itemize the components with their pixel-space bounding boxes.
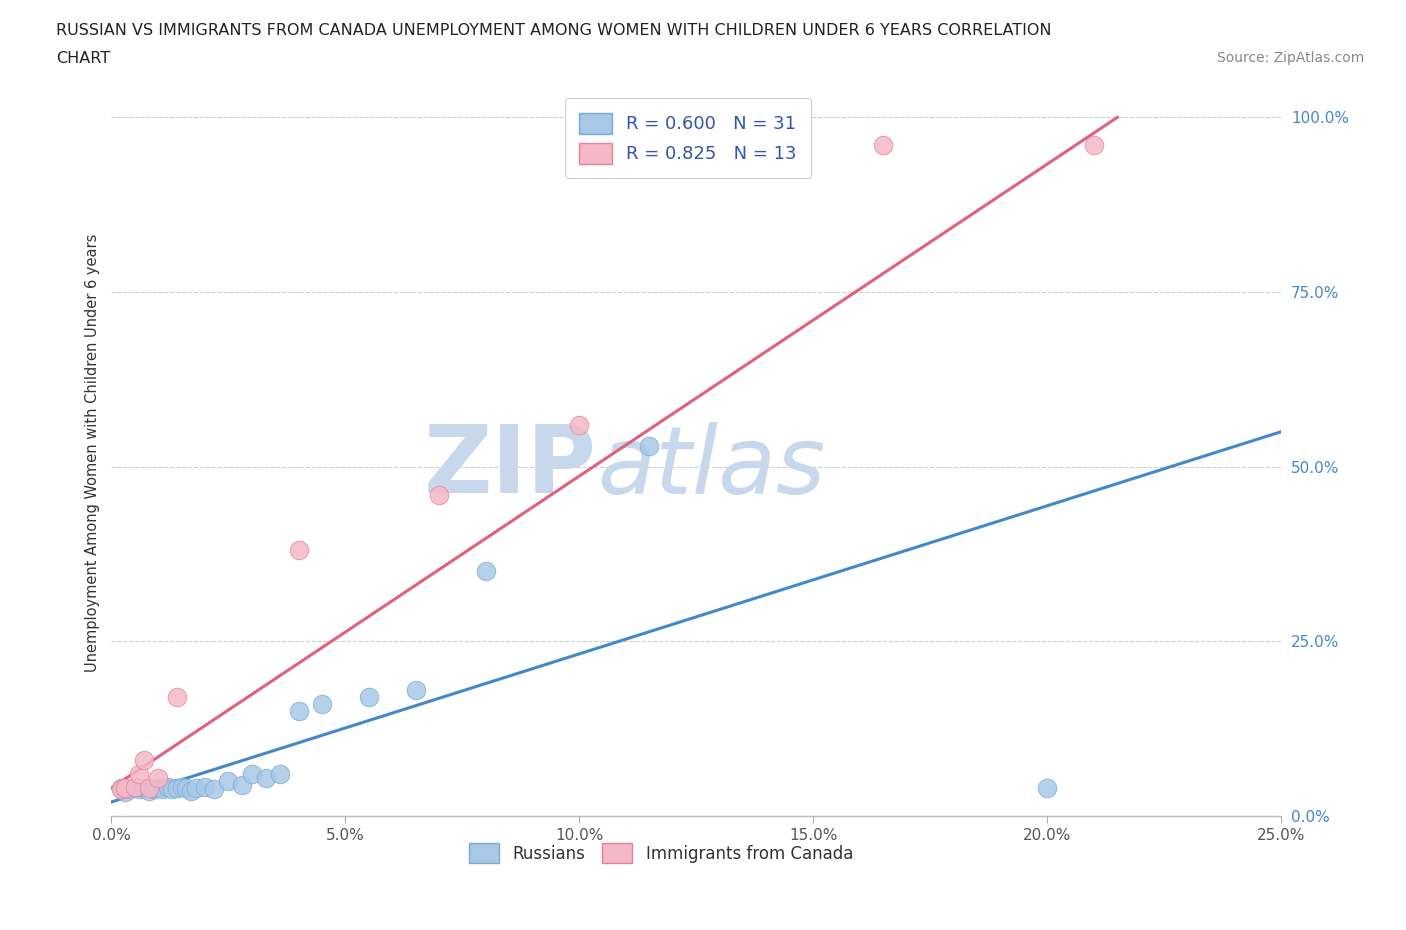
Point <box>124 779 146 794</box>
Point <box>269 766 291 781</box>
Point <box>138 780 160 795</box>
Point <box>474 564 496 578</box>
Point <box>184 780 207 795</box>
Point <box>128 766 150 781</box>
Point <box>138 783 160 798</box>
Point <box>1083 138 1105 153</box>
Point <box>114 784 136 799</box>
Point <box>114 780 136 795</box>
Point <box>166 690 188 705</box>
Point <box>1036 780 1059 795</box>
Point <box>128 782 150 797</box>
Point <box>231 777 253 792</box>
Point <box>170 779 193 794</box>
Point <box>217 774 239 789</box>
Point <box>152 782 174 797</box>
Point <box>120 782 142 797</box>
Point <box>174 780 197 795</box>
Point <box>110 782 132 797</box>
Point <box>160 782 183 797</box>
Point <box>240 766 263 781</box>
Point <box>568 418 591 432</box>
Point <box>427 487 450 502</box>
Point <box>148 770 170 785</box>
Point <box>134 780 156 795</box>
Point <box>287 704 309 719</box>
Text: Source: ZipAtlas.com: Source: ZipAtlas.com <box>1216 51 1364 65</box>
Text: CHART: CHART <box>56 51 110 66</box>
Point <box>166 780 188 795</box>
Legend: Russians, Immigrants from Canada: Russians, Immigrants from Canada <box>463 837 859 870</box>
Point <box>110 780 132 795</box>
Point <box>194 779 217 794</box>
Point <box>180 783 202 798</box>
Point <box>124 779 146 794</box>
Text: atlas: atlas <box>596 421 825 512</box>
Point <box>357 690 380 705</box>
Point <box>142 782 165 797</box>
Point <box>134 752 156 767</box>
Point <box>872 138 894 153</box>
Text: ZIP: ZIP <box>425 421 596 513</box>
Point <box>148 780 170 795</box>
Point <box>156 779 179 794</box>
Text: RUSSIAN VS IMMIGRANTS FROM CANADA UNEMPLOYMENT AMONG WOMEN WITH CHILDREN UNDER 6: RUSSIAN VS IMMIGRANTS FROM CANADA UNEMPL… <box>56 23 1052 38</box>
Point <box>287 543 309 558</box>
Point <box>311 697 333 711</box>
Point <box>405 683 427 698</box>
Point <box>202 782 225 797</box>
Point <box>254 770 277 785</box>
Point <box>638 438 661 453</box>
Y-axis label: Unemployment Among Women with Children Under 6 years: Unemployment Among Women with Children U… <box>86 233 100 671</box>
